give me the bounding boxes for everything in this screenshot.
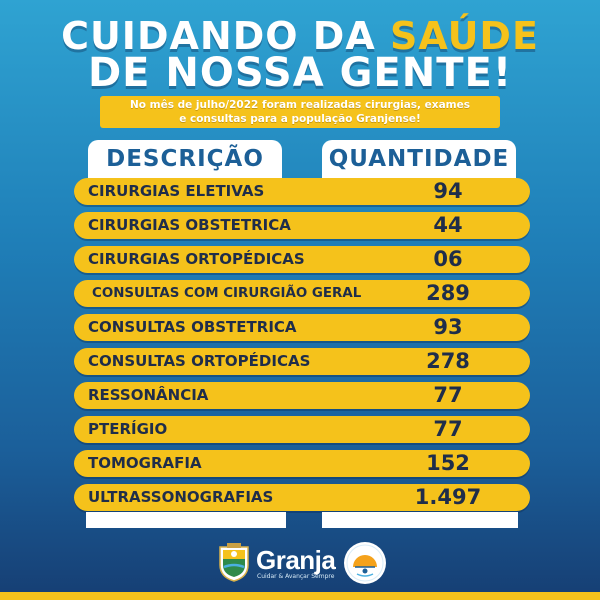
bottom-accent-bar xyxy=(0,592,600,600)
description-column-footer xyxy=(86,512,286,528)
row-quantity: 278 xyxy=(426,349,470,373)
table-row: TOMOGRAFIA 152 xyxy=(74,450,530,477)
row-description: CONSULTAS OBSTETRICA xyxy=(88,318,297,336)
row-description: CIRURGIAS ORTOPÉDICAS xyxy=(88,250,305,268)
table-row: CIRURGIAS ORTOPÉDICAS 06 xyxy=(74,246,530,273)
crest-logo-icon xyxy=(219,543,249,582)
row-quantity: 06 xyxy=(433,247,463,271)
info-banner: No mês de julho/2022 foram realizadas ci… xyxy=(100,96,500,128)
brand-tagline: Cuidar & Avançar Sempre xyxy=(257,573,335,580)
brand-name: Granja xyxy=(256,545,336,575)
granja-logo: Granja Cuidar & Avançar Sempre xyxy=(216,541,336,585)
row-quantity: 152 xyxy=(426,451,470,475)
row-quantity: 77 xyxy=(433,383,463,407)
table-row: CONSULTAS COM CIRURGIÃO GERAL 289 xyxy=(74,280,530,307)
row-quantity: 94 xyxy=(433,179,463,203)
headline-line-2: DE NOSSA GENTE! xyxy=(87,50,513,96)
table-row: CIRURGIAS ELETIVAS 94 xyxy=(74,178,530,205)
row-description: ULTRASSONOGRAFIAS xyxy=(88,488,274,506)
headline-line-1: CUIDANDO DA SAÚDE xyxy=(0,14,600,58)
row-description: RESSONÂNCIA xyxy=(88,386,209,404)
table-row: PTERÍGIO 77 xyxy=(74,416,530,443)
row-description: TOMOGRAFIA xyxy=(88,454,202,472)
quantity-column-footer xyxy=(322,512,518,528)
row-description: CONSULTAS COM CIRURGIÃO GERAL xyxy=(92,286,362,301)
table-row: ULTRASSONOGRAFIAS 1.497 xyxy=(74,484,530,511)
column-header-quantity: QUANTIDADE xyxy=(322,140,516,178)
headline-part-1: CUIDANDO DA xyxy=(61,14,390,58)
row-quantity: 1.497 xyxy=(414,485,482,509)
row-description: CIRURGIAS OBSTETRICA xyxy=(88,216,291,234)
column-header-description: DESCRIÇÃO xyxy=(88,140,282,178)
row-quantity: 93 xyxy=(433,315,463,339)
headline-accent: SAÚDE xyxy=(389,14,539,58)
row-quantity: 289 xyxy=(426,281,470,305)
row-quantity: 77 xyxy=(433,417,463,441)
banner-line-2: e consultas para a população Granjense! xyxy=(179,113,421,125)
table-row: CIRURGIAS OBSTETRICA 44 xyxy=(74,212,530,239)
row-description: CIRURGIAS ELETIVAS xyxy=(88,182,265,200)
table-row: CONSULTAS ORTOPÉDICAS 278 xyxy=(74,348,530,375)
health-seal-icon xyxy=(344,542,386,584)
row-quantity: 44 xyxy=(433,213,463,237)
row-description: CONSULTAS ORTOPÉDICAS xyxy=(88,352,311,370)
table-row: CONSULTAS OBSTETRICA 93 xyxy=(74,314,530,341)
banner-line-1: No mês de julho/2022 foram realizadas ci… xyxy=(130,99,470,111)
table-row: RESSONÂNCIA 77 xyxy=(74,382,530,409)
data-table: CIRURGIAS ELETIVAS 94 CIRURGIAS OBSTETRI… xyxy=(74,178,530,518)
row-description: PTERÍGIO xyxy=(88,420,168,438)
